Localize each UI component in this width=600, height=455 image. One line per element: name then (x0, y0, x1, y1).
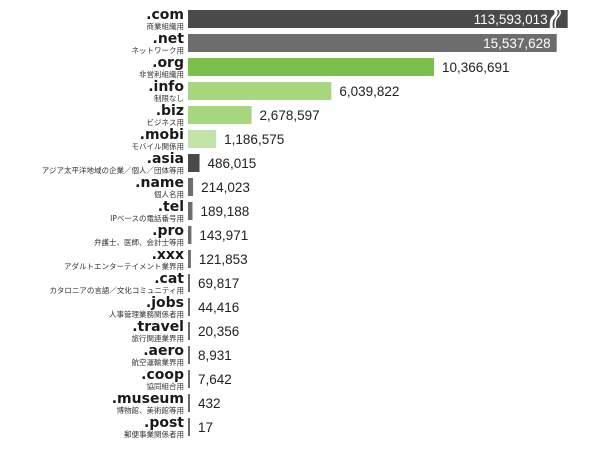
category-description-cat: カタロニアの言語／文化コミュニティ用 (49, 285, 184, 295)
bar-xxx (188, 250, 191, 268)
bar-travel (188, 322, 190, 340)
category-label-coop: .coop (141, 367, 184, 383)
axis-break-mark-2 (554, 7, 561, 40)
category-description-mobi: モバイル関係用 (132, 142, 185, 151)
category-description-coop: 協同組合用 (147, 381, 185, 391)
category-description-tel: IPベースの電話番号用 (110, 213, 184, 223)
value-label-mobi: 1,186,575 (224, 132, 284, 147)
bar-aero (188, 346, 190, 364)
value-label-aero: 8,931 (198, 348, 232, 363)
category-description-travel: 旅行関連業界用 (132, 333, 185, 343)
category-label-org: .org (152, 55, 184, 71)
value-label-name: 214,023 (201, 180, 250, 195)
value-label-asia: 486,015 (208, 156, 257, 171)
value-label-travel: 20,356 (198, 324, 239, 339)
category-label-pro: .pro (152, 223, 184, 239)
category-description-museum: 博物館、美術館等用 (117, 405, 185, 415)
category-label-cat: .cat (154, 271, 184, 287)
value-label-info: 6,039,822 (339, 84, 399, 99)
value-label-net: 15,537,628 (483, 36, 551, 51)
category-description-pro: 弁護士、医師、会計士等用 (94, 237, 184, 247)
bar-museum (188, 394, 190, 412)
category-label-asia: .asia (147, 151, 184, 167)
category-label-post: .post (144, 415, 184, 431)
category-label-aero: .aero (143, 343, 184, 359)
bar-pro (188, 226, 192, 244)
category-label-xxx: .xxx (152, 247, 184, 263)
value-label-coop: 7,642 (198, 372, 232, 387)
bar-tel (188, 202, 193, 220)
category-label-com: .com (146, 7, 184, 23)
category-description-aero: 航空運輸業界用 (132, 357, 185, 367)
value-label-post: 17 (198, 420, 213, 435)
bar-net (188, 34, 557, 52)
bar-coop (188, 370, 190, 388)
category-description-name: 個人名用 (154, 189, 184, 199)
category-label-name: .name (135, 175, 184, 191)
value-label-com: 113,593,013 (474, 12, 548, 27)
bar-com (188, 10, 568, 28)
bar-org (188, 58, 434, 76)
value-label-museum: 432 (198, 396, 221, 411)
value-label-cat: 69,817 (198, 276, 239, 291)
category-description-net: ネットワーク用 (132, 46, 185, 55)
value-label-biz: 2,678,597 (260, 108, 320, 123)
bar-post (188, 418, 190, 436)
category-label-tel: .tel (158, 199, 184, 215)
bar-cat (188, 274, 190, 292)
category-label-mobi: .mobi (140, 127, 184, 143)
value-label-jobs: 44,416 (198, 300, 239, 315)
category-label-biz: .biz (156, 103, 184, 119)
category-label-museum: .museum (112, 391, 184, 407)
category-description-asia: アジア太平洋地域の企業／個人／団体等用 (42, 165, 184, 175)
category-description-biz: ビジネス用 (147, 118, 185, 127)
category-description-org: 非営利組織用 (139, 69, 184, 79)
category-label-net: .net (153, 31, 185, 47)
category-label-jobs: .jobs (146, 295, 184, 311)
bar-name (188, 178, 194, 196)
category-label-travel: .travel (132, 319, 184, 335)
value-label-pro: 143,971 (199, 228, 248, 243)
value-label-org: 10,366,691 (442, 60, 510, 75)
category-description-jobs: 人事管理業務関係者用 (109, 309, 184, 319)
bar-mobi (188, 130, 217, 148)
bar-jobs (188, 298, 190, 316)
value-label-tel: 189,188 (200, 204, 249, 219)
category-description-com: 商業組織用 (147, 21, 185, 31)
axis-break-mark (549, 6, 558, 40)
value-label-xxx: 121,853 (199, 252, 248, 267)
category-description-post: 郵便事業関係者用 (124, 429, 184, 439)
bar-info (188, 82, 332, 100)
bar-biz (188, 106, 252, 124)
category-label-info: .info (148, 79, 184, 95)
bar-asia (188, 154, 200, 172)
category-description-xxx: アダルトエンターテイメント業界用 (64, 261, 184, 271)
category-description-info: 制限なし (154, 93, 184, 103)
